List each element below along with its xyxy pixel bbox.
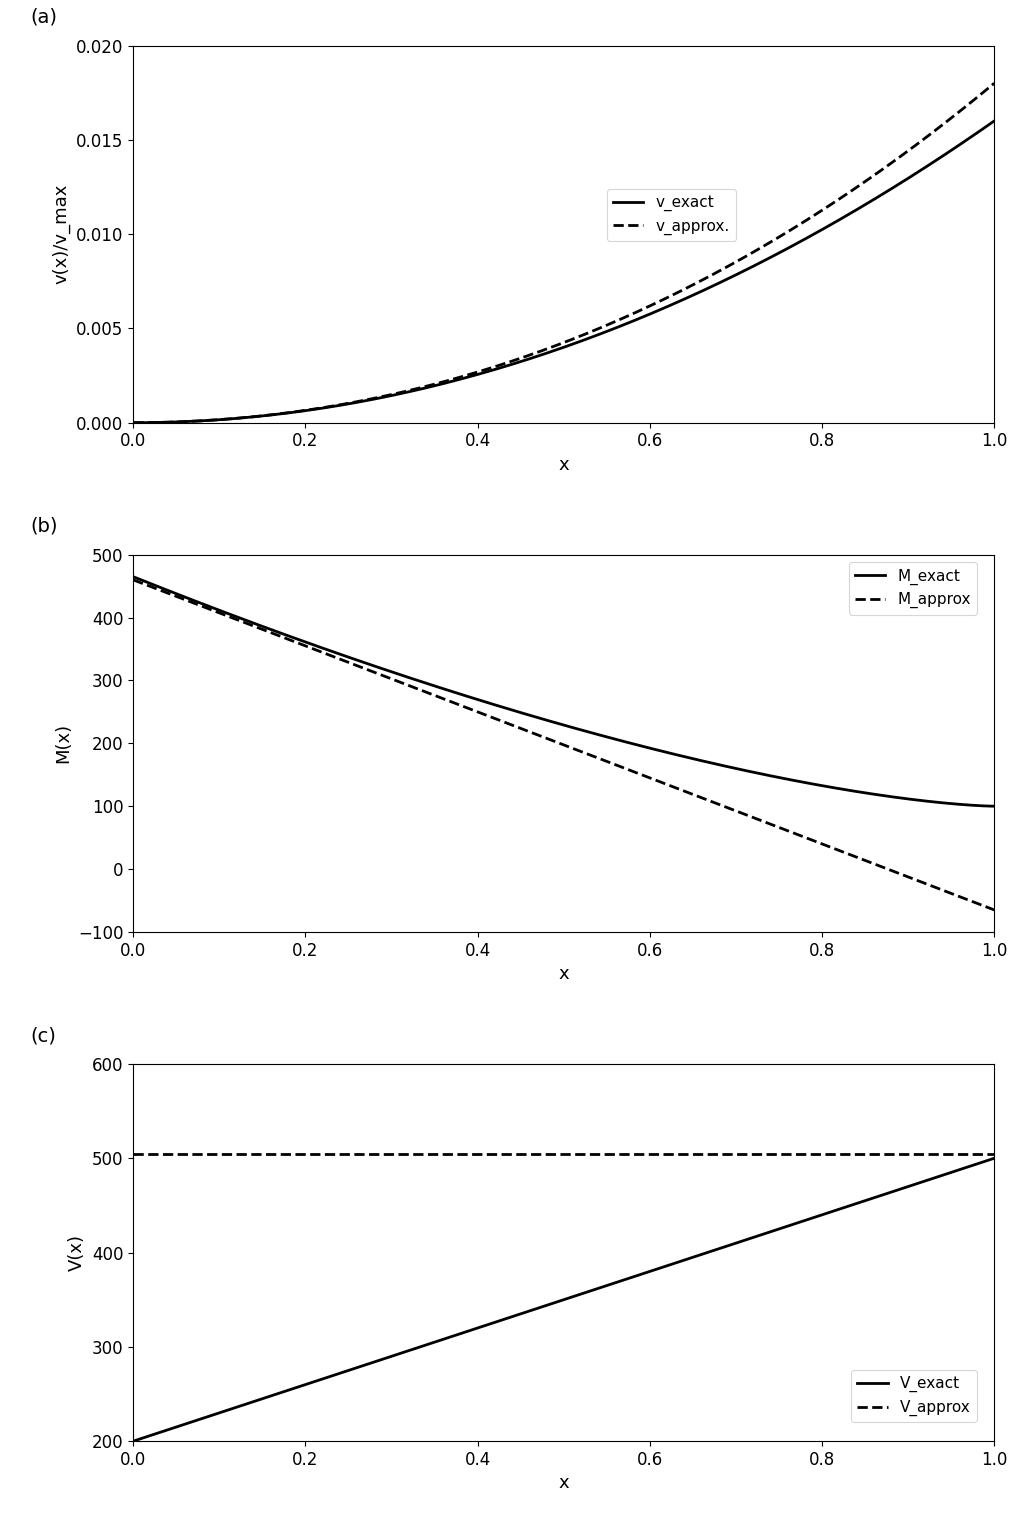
V_exact [832,1200,845,1218]
v_exact [127,414,139,432]
v_exact [541,344,554,363]
v_approx. [988,74,1000,93]
Line: M_approx: M_approx [133,579,994,910]
M_exact [593,725,606,743]
v_approx. [832,190,845,208]
v_approx. [968,91,980,109]
V_approx [968,1144,980,1162]
M_approx [968,894,980,912]
Line: V_exact: V_exact [133,1159,994,1441]
Text: (c): (c) [30,1025,55,1045]
v_exact [593,325,606,343]
V_approx [541,1144,554,1162]
Legend: v_exact, v_approx.: v_exact, v_approx. [607,188,736,241]
X-axis label: x: x [559,965,569,983]
V_exact [541,1296,554,1314]
v_approx. [536,341,548,360]
V_exact [536,1297,548,1315]
v_approx. [593,319,606,337]
M_exact [541,711,554,730]
V_approx [593,1144,606,1162]
V_exact [968,1156,980,1174]
v_exact [988,112,1000,130]
Y-axis label: M(x): M(x) [54,724,73,763]
v_exact [968,126,980,144]
M_approx [593,749,606,768]
Line: v_exact: v_exact [133,121,994,423]
V_approx [832,1144,845,1162]
M_approx [127,570,139,589]
M_approx [832,842,845,860]
v_approx. [640,299,652,317]
X-axis label: x: x [559,457,569,473]
Text: (a): (a) [30,8,57,27]
M_approx [541,730,554,748]
M_approx [988,901,1000,919]
V_exact [593,1279,606,1297]
M_exact [968,796,980,815]
V_exact [640,1264,652,1282]
Line: M_exact: M_exact [133,576,994,806]
V_exact [988,1150,1000,1168]
Text: (b): (b) [30,517,57,536]
V_approx [127,1144,139,1162]
v_exact [832,211,845,229]
Legend: V_exact, V_approx: V_exact, V_approx [852,1370,977,1423]
V_approx [988,1144,1000,1162]
v_exact [640,306,652,325]
V_exact [127,1432,139,1450]
Y-axis label: v(x)/v_max: v(x)/v_max [52,184,71,284]
M_exact [536,710,548,728]
M_exact [988,796,1000,815]
V_approx [640,1144,652,1162]
M_exact [640,737,652,755]
M_exact [127,567,139,586]
M_exact [832,780,845,798]
M_approx [640,768,652,786]
v_approx. [541,340,554,358]
v_approx. [127,414,139,432]
Y-axis label: V(x): V(x) [69,1233,86,1271]
X-axis label: x: x [559,1475,569,1493]
v_exact [536,346,548,364]
V_approx [536,1144,548,1162]
M_approx [536,728,548,746]
Line: v_approx.: v_approx. [133,83,994,423]
Legend: M_exact, M_approx: M_exact, M_approx [849,563,977,614]
